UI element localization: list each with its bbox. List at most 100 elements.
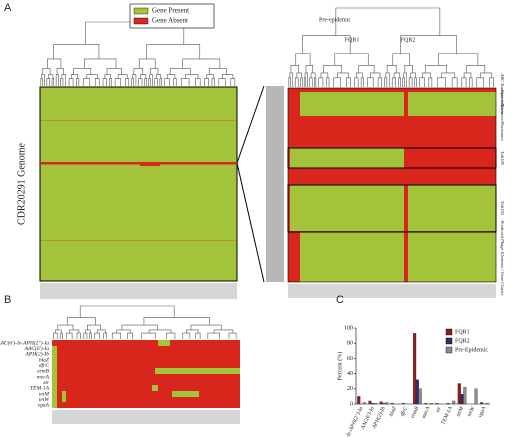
dendrogram-branch xyxy=(213,329,234,334)
dendrogram-branch xyxy=(377,77,383,82)
dendrogram-branch xyxy=(356,72,363,78)
dendrogram-branch xyxy=(469,77,473,82)
dendrogram-branch xyxy=(182,58,221,69)
legend-label: Gene Absent xyxy=(152,17,188,25)
gene-label: AAC(6')-Ia xyxy=(24,345,50,352)
bar xyxy=(401,403,406,405)
clade-label: Pre-epidemic xyxy=(319,17,351,23)
dendrogram-branch xyxy=(61,74,67,79)
gene-label: ermB xyxy=(37,369,50,375)
dendrogram-branch xyxy=(60,78,64,82)
dendrogram-branch xyxy=(384,77,388,82)
feature-label: Protein Toxin xyxy=(500,89,505,115)
x-tick-label: str xyxy=(435,405,443,414)
dendrogram-branch xyxy=(403,72,407,78)
dendrogram-branch xyxy=(59,332,63,336)
x-tick-label: tetW xyxy=(467,405,477,417)
panel-label: B xyxy=(4,294,11,306)
heatmap-absent-row xyxy=(41,240,236,241)
dendrogram-branch xyxy=(204,78,209,82)
dendrogram-branch xyxy=(360,77,364,82)
dendrogram-branch xyxy=(94,78,100,82)
dendrogram-branch xyxy=(461,77,467,82)
y-axis-label: Percent (%) xyxy=(336,352,343,381)
heatmap-block xyxy=(290,148,405,168)
gene-label: TEM-1A xyxy=(30,386,50,392)
bar xyxy=(452,400,456,405)
bar xyxy=(457,383,461,405)
dendrograms xyxy=(40,7,494,339)
dendrogram-branch xyxy=(57,324,74,330)
dendrogram-branch xyxy=(318,77,324,82)
x-tick-label: vgaA xyxy=(477,405,487,418)
dendrogram-branch xyxy=(121,324,158,330)
dendrogram-branch xyxy=(386,65,397,73)
bar xyxy=(446,403,450,405)
dendrogram-branch xyxy=(391,77,396,82)
dendrogram-branch xyxy=(79,305,175,318)
gene-label: tetW xyxy=(39,397,49,403)
feature-label: Predicted Phage Elements / Gene Cluster xyxy=(500,220,505,296)
bar xyxy=(368,400,372,405)
dendrogram-branch xyxy=(68,78,74,82)
dendrogram-branch xyxy=(83,332,88,336)
heatmap-block xyxy=(172,391,199,397)
dendrogram-branch xyxy=(104,74,111,79)
dendrogram-branch xyxy=(82,78,91,82)
heatmap-block xyxy=(52,346,57,408)
dendrogram-branch xyxy=(164,78,170,82)
dendrogram-branch xyxy=(166,74,176,79)
heatmap-block xyxy=(300,92,496,116)
gene-label: str xyxy=(43,380,50,386)
legend-label: Gene Present xyxy=(152,7,189,15)
dendrogram-branch xyxy=(207,332,220,336)
dendrogram-branch xyxy=(144,78,148,82)
dendrogram-branch xyxy=(146,44,201,59)
x-tick-label: ermB xyxy=(410,405,421,419)
gene-label: mecA xyxy=(37,374,50,380)
heatmap-block xyxy=(300,232,496,282)
dendrogram-branch xyxy=(127,332,133,336)
resistance-heatmap xyxy=(52,340,240,408)
dendrogram-branch xyxy=(150,68,159,75)
dendrogram-branch xyxy=(218,78,226,82)
dendrogram-branch xyxy=(206,74,214,79)
dendrogram-branch xyxy=(222,74,234,79)
dendrogram-branch xyxy=(69,329,80,334)
dendrogram-branch xyxy=(55,74,59,79)
dendrogram-branch xyxy=(86,74,98,79)
dendrogram-branch xyxy=(48,74,54,79)
zoom-line xyxy=(236,85,265,164)
gene-label: vgaA xyxy=(38,403,50,409)
column-labels xyxy=(40,283,237,299)
dendrogram-branch xyxy=(476,77,485,82)
y-tick-label: 100 xyxy=(344,325,353,331)
dendrogram-branch xyxy=(428,77,433,82)
y-tick-label: 0 xyxy=(350,401,353,407)
dendrogram-branch xyxy=(149,74,153,79)
dendrogram-branch xyxy=(53,44,100,59)
heatmap-absent-row xyxy=(41,162,236,165)
dendrogram-branch xyxy=(385,72,390,78)
dendrogram-branch xyxy=(185,74,199,79)
gene-label: dfrC xyxy=(39,362,49,369)
legend-label: Pre-Epidemic xyxy=(455,347,488,353)
gene-label: tetM xyxy=(39,391,49,397)
dendrogram-branch xyxy=(116,329,131,334)
dendrogram-branch xyxy=(76,78,80,82)
bar xyxy=(485,403,489,405)
dendrogram-branch xyxy=(195,332,201,336)
bar xyxy=(415,379,419,405)
bar xyxy=(357,396,361,405)
y-tick-label: 80 xyxy=(347,341,353,347)
legend-swatch xyxy=(133,7,149,15)
legend-label: FQR2 xyxy=(455,338,470,344)
bar xyxy=(379,401,383,405)
dendrogram-branch xyxy=(70,74,79,79)
dendrogram-branch xyxy=(480,72,493,78)
heatmap-block xyxy=(152,385,158,391)
clade-label: FQR1 xyxy=(345,37,360,43)
zoom-line xyxy=(236,162,265,283)
dendrogram-branch xyxy=(230,78,236,82)
dendrogram-branch xyxy=(85,329,91,334)
